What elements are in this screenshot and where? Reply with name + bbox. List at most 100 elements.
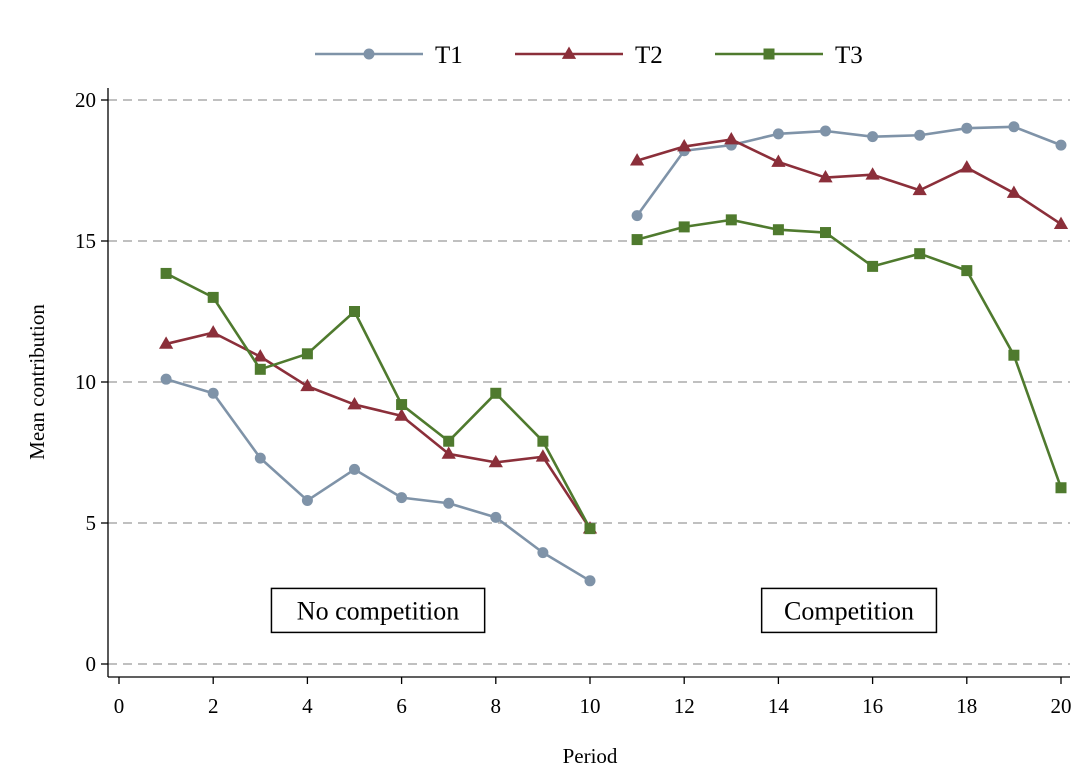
data-point (1006, 185, 1022, 198)
data-point (396, 492, 408, 504)
data-point (867, 260, 879, 272)
x-tick-label: 10 (580, 694, 601, 718)
data-point (301, 494, 313, 506)
data-point (584, 575, 596, 587)
series-line (636, 138, 1062, 226)
x-tick-label: 20 (1051, 694, 1072, 718)
series-t2 (158, 131, 1069, 534)
data-point (394, 408, 409, 421)
x-tick-label: 6 (396, 694, 407, 718)
data-point (820, 125, 831, 137)
x-tick-label: 18 (956, 694, 977, 718)
data-point (772, 128, 784, 140)
data-point (771, 154, 786, 167)
data-point (300, 378, 315, 392)
series-t3 (160, 214, 1067, 535)
series-line (165, 272, 592, 530)
data-point (725, 214, 737, 226)
x-tick-label: 12 (674, 694, 695, 718)
data-point (820, 227, 831, 239)
data-point (347, 397, 362, 410)
x-tick-label: 4 (302, 694, 313, 718)
data-point (961, 122, 973, 134)
annotation-box: No competition (270, 587, 486, 634)
y-axis-label: Mean contribution (25, 304, 49, 460)
x-tick-label: 16 (862, 694, 883, 718)
data-point (535, 449, 551, 462)
data-point (678, 221, 690, 233)
data-point (724, 131, 739, 145)
x-tick-label: 2 (208, 694, 219, 718)
data-point (490, 387, 502, 399)
legend-label: T1 (435, 42, 463, 69)
data-point (1008, 349, 1020, 361)
legend-label: T2 (635, 42, 663, 69)
legend-marker (363, 48, 375, 60)
data-point (865, 167, 880, 180)
data-point (961, 265, 973, 277)
data-point (912, 182, 927, 196)
x-tick-label: 8 (491, 694, 502, 718)
data-point (254, 363, 266, 375)
series-line (165, 377, 591, 582)
data-point (206, 325, 221, 338)
data-point (160, 267, 172, 279)
data-point (207, 387, 219, 399)
y-tick-label: 20 (75, 88, 96, 112)
y-tick-label: 15 (75, 229, 96, 253)
data-point (1055, 482, 1067, 494)
data-point (631, 234, 643, 246)
data-point (443, 497, 455, 509)
data-point (349, 463, 360, 475)
series-group (158, 121, 1069, 587)
legend-label: T3 (835, 42, 863, 69)
data-point (253, 349, 268, 362)
data-point (1053, 216, 1069, 229)
legend-item-t2: T2 (515, 42, 663, 69)
data-point (254, 452, 266, 464)
x-tick-label: 0 (114, 694, 125, 718)
annotation-frame (270, 587, 486, 634)
legend: T1 T2 T3 (315, 42, 863, 69)
annotation-frame (760, 587, 938, 634)
legend-item-t1: T1 (315, 42, 463, 69)
data-point (441, 446, 456, 459)
data-point (631, 210, 643, 222)
data-point (160, 373, 172, 385)
axes: 0 5 10 15 20 0 2 4 6 8 10 12 14 16 18 20 (75, 88, 1072, 718)
data-point (1008, 121, 1020, 133)
data-point (959, 160, 974, 173)
data-point (349, 306, 360, 317)
x-axis-label: Period (563, 744, 618, 768)
data-point (914, 248, 926, 260)
series-t1 (160, 121, 1067, 587)
data-point (301, 348, 313, 360)
data-point (914, 129, 926, 141)
data-point (443, 435, 455, 447)
series-line (165, 331, 592, 530)
series-line (636, 125, 1062, 217)
data-point (772, 224, 784, 236)
legend-marker (763, 48, 775, 60)
x-tick-label: 14 (768, 694, 790, 718)
data-point (629, 153, 645, 166)
y-tick-label: 0 (86, 652, 97, 676)
series-line (636, 218, 1063, 489)
annotation-label: No competition (297, 596, 459, 625)
y-tick-label: 5 (86, 511, 97, 535)
annotations: No competition Competition (270, 587, 938, 634)
y-tick-label: 10 (75, 370, 96, 394)
data-point (818, 170, 833, 183)
annotation-box: Competition (760, 587, 938, 634)
legend-marker (561, 46, 577, 59)
data-point (158, 336, 174, 349)
data-point (488, 454, 503, 468)
data-point (1055, 139, 1067, 151)
annotation-label: Competition (784, 596, 914, 625)
data-point (537, 547, 549, 559)
data-point (584, 523, 596, 535)
data-point (207, 291, 219, 303)
data-point (867, 131, 879, 143)
